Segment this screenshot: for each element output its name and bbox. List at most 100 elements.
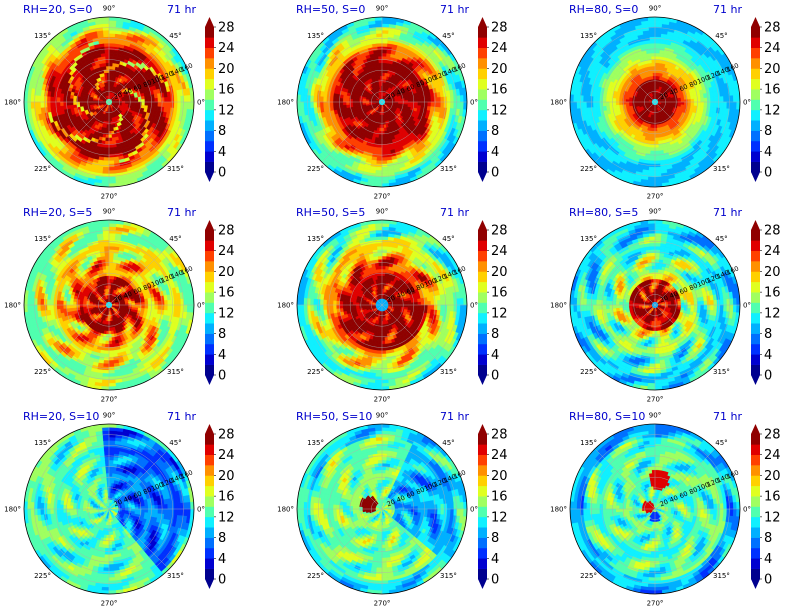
field-cell — [430, 97, 435, 103]
field-cell — [105, 137, 110, 142]
colorbar-segment — [205, 99, 214, 111]
field-cell — [648, 133, 653, 139]
field-cell — [377, 144, 383, 148]
field-cell — [30, 94, 35, 103]
field-cell — [671, 101, 675, 104]
field-cell — [657, 65, 662, 71]
colorbar-tick-label: 20 — [491, 62, 508, 77]
field-cell — [693, 101, 698, 106]
field-cell — [450, 101, 455, 109]
polar-panel: 20 40 60 8010012014016090°45°0°315°270°225°… — [277, 3, 507, 201]
field-cell — [160, 96, 165, 103]
panel-time: 71 hr — [440, 3, 469, 16]
field-cell — [180, 95, 185, 103]
field-cell — [108, 20, 117, 25]
field-cell — [319, 96, 324, 103]
field-cell — [164, 101, 169, 108]
field-cell — [394, 101, 399, 104]
field-cell — [326, 96, 331, 103]
field-cell — [154, 97, 159, 103]
colorbar-tick-label: 4 — [491, 145, 499, 160]
field-cell — [686, 104, 692, 109]
field-cell — [414, 101, 419, 106]
colorbar-extend-top — [205, 17, 214, 27]
field-cell — [407, 101, 412, 105]
field-cell — [108, 23, 117, 28]
colorbar-segment — [205, 58, 214, 69]
field-cell — [654, 144, 660, 148]
field-cell — [144, 98, 149, 103]
field-cell — [381, 82, 384, 86]
field-cell — [414, 98, 419, 103]
field-cell — [654, 62, 659, 67]
field-cell — [108, 56, 114, 60]
polar-panel: 20 40 60 8010012014016090°45°0°315°270°225°… — [4, 3, 234, 201]
field-cell — [410, 104, 415, 108]
field-cell — [430, 101, 435, 107]
field-cell — [82, 99, 87, 103]
field-cell — [437, 101, 442, 108]
field-cell — [108, 147, 114, 152]
field-cell — [381, 176, 390, 181]
field-cell — [102, 29, 110, 34]
field-cell — [103, 160, 110, 165]
field-cell — [69, 98, 74, 103]
colorbar-segment — [478, 78, 487, 90]
field-cell — [131, 101, 136, 105]
field-cell — [309, 95, 314, 103]
angle-tick-label: 0° — [470, 99, 478, 107]
field-cell — [108, 140, 113, 145]
field-cell — [378, 65, 383, 70]
field-cell — [27, 101, 32, 110]
field-cell — [376, 42, 383, 47]
field-cell — [322, 96, 327, 103]
field-cell — [650, 49, 656, 54]
colorbar-extend-bottom — [478, 172, 487, 182]
field-cell — [609, 101, 613, 107]
field-cell — [654, 72, 658, 77]
field-cell — [381, 166, 389, 171]
field-cell — [651, 134, 656, 139]
field-cell — [104, 49, 110, 54]
field-cell — [456, 94, 461, 103]
field-cell — [654, 82, 657, 86]
field-cell — [342, 98, 347, 103]
field-cell — [69, 101, 74, 106]
field-cell — [56, 97, 61, 103]
field-cell — [103, 153, 110, 158]
field-cell — [141, 101, 146, 106]
field-cell — [381, 56, 387, 60]
field-cell — [103, 46, 110, 51]
field-cell — [680, 101, 685, 105]
colorbar-tick-label: 24 — [491, 41, 508, 56]
field-cell — [101, 20, 110, 25]
field-cell — [336, 97, 340, 103]
field-cell — [108, 65, 113, 70]
field-cell — [108, 179, 117, 184]
field-cell — [183, 94, 188, 103]
field-cell — [104, 144, 110, 148]
field-cell — [677, 101, 682, 105]
field-cell — [697, 97, 701, 103]
angle-tick-label: 180° — [4, 99, 21, 107]
field-cell — [59, 101, 64, 107]
field-cell — [381, 170, 389, 175]
field-cell — [378, 131, 383, 135]
field-cell — [180, 101, 185, 109]
field-cell — [102, 166, 110, 171]
field-cell — [177, 101, 182, 109]
field-cell — [108, 160, 115, 165]
colorbar-segment — [478, 130, 487, 142]
field-cell — [609, 97, 613, 103]
field-cell — [625, 99, 630, 103]
field-cell — [125, 101, 129, 104]
panel-title: RH=50, S=0 — [296, 3, 365, 16]
field-cell — [654, 56, 660, 60]
field-cell — [111, 69, 115, 74]
field-cell — [108, 52, 114, 57]
field-cell — [424, 97, 428, 103]
field-cell — [379, 127, 383, 132]
field-cell — [697, 101, 701, 107]
colorbar-segment — [478, 99, 487, 111]
field-cell — [376, 160, 383, 165]
